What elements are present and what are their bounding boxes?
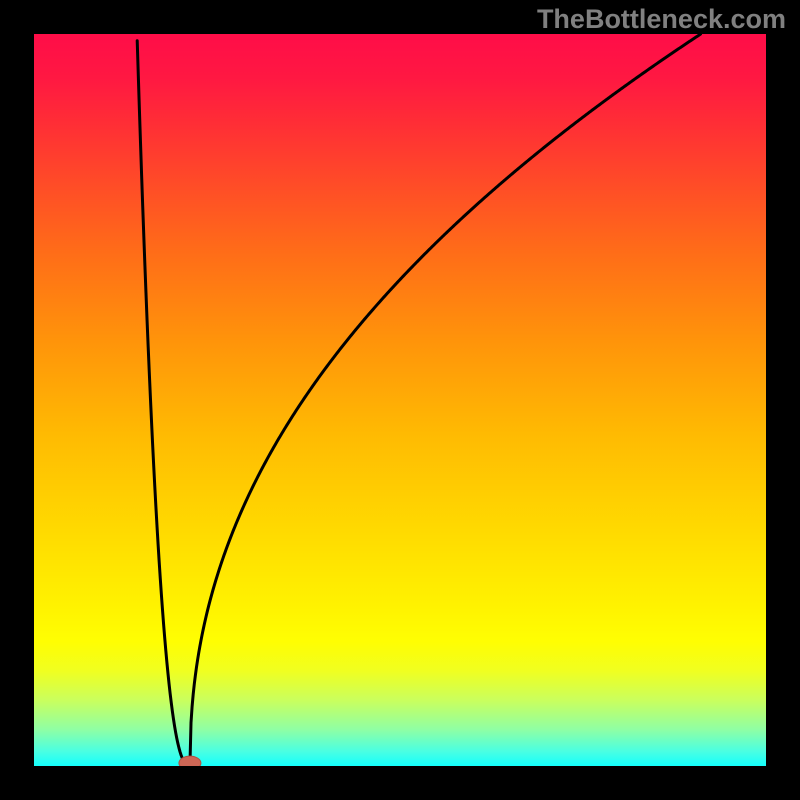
watermark-text: TheBottleneck.com xyxy=(537,4,786,35)
bottleneck-chart xyxy=(34,34,766,766)
chart-background xyxy=(34,34,766,766)
chart-frame: TheBottleneck.com xyxy=(0,0,800,800)
minimum-marker xyxy=(179,756,201,766)
